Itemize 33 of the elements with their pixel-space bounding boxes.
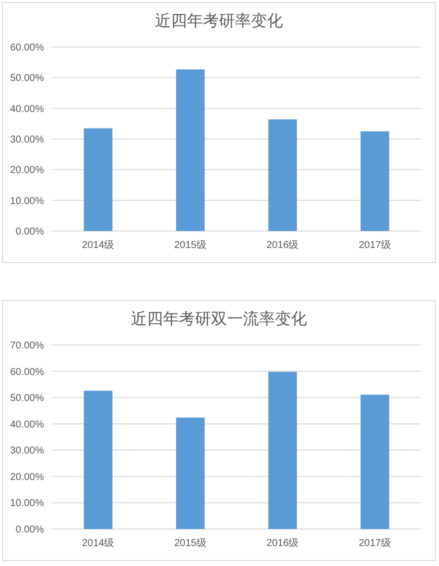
bar bbox=[176, 418, 205, 529]
y-tick-label: 0.00% bbox=[16, 226, 44, 238]
y-tick-label: 0.00% bbox=[16, 524, 44, 536]
y-tick-label: 50.00% bbox=[10, 73, 44, 84]
y-tick-label: 30.00% bbox=[10, 134, 44, 146]
y-tick-label: 10.00% bbox=[10, 498, 44, 510]
y-tick-label: 30.00% bbox=[10, 446, 44, 457]
y-tick-label: 10.00% bbox=[10, 196, 44, 207]
x-tick-label: 2014级 bbox=[82, 239, 114, 251]
y-tick-label: 40.00% bbox=[10, 419, 44, 430]
x-tick-label: 2017级 bbox=[358, 537, 391, 549]
bar bbox=[268, 372, 297, 529]
x-tick-label: 2015级 bbox=[174, 239, 206, 251]
x-tick-label: 2015级 bbox=[174, 537, 206, 549]
y-tick-label: 60.00% bbox=[10, 366, 44, 378]
y-tick-label: 40.00% bbox=[10, 104, 44, 115]
y-tick-label: 20.00% bbox=[10, 472, 44, 483]
y-tick-label: 60.00% bbox=[10, 42, 44, 54]
x-tick-label: 2017级 bbox=[358, 239, 391, 251]
bar bbox=[268, 119, 297, 231]
x-tick-label: 2016级 bbox=[266, 239, 299, 251]
y-tick-label: 20.00% bbox=[10, 165, 44, 176]
y-tick-label: 70.00% bbox=[10, 340, 44, 352]
bar bbox=[360, 394, 390, 529]
bar bbox=[360, 131, 390, 231]
bar bbox=[84, 128, 112, 231]
bar bbox=[84, 390, 112, 529]
x-tick-label: 2014级 bbox=[82, 537, 114, 549]
chart-title: 近四年考研双一流率变化 bbox=[131, 310, 307, 328]
y-tick-label: 50.00% bbox=[10, 393, 44, 404]
bar bbox=[176, 69, 205, 231]
x-tick-label: 2016级 bbox=[266, 537, 299, 549]
chart-title: 近四年考研率变化 bbox=[155, 12, 283, 30]
